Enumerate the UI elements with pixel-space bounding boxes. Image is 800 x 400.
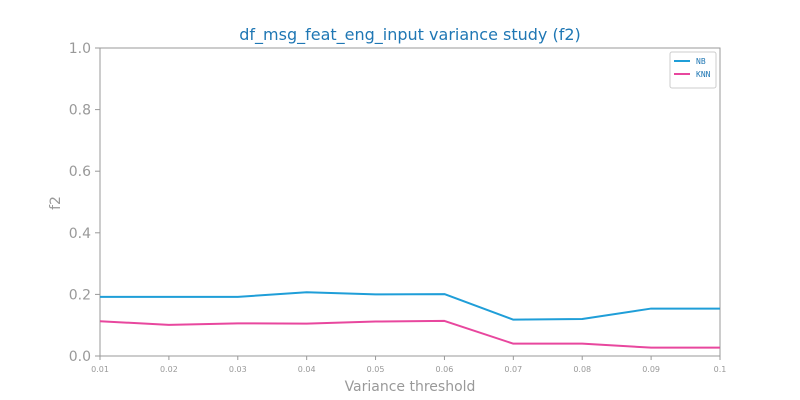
plot-frame (99, 47, 721, 357)
x-tick-label: 0.08 (573, 365, 591, 374)
y-tick-label: 0.6 (69, 164, 91, 180)
y-tick-label: 0.8 (69, 103, 91, 119)
legend: NB KNN (669, 51, 717, 89)
axes: 0.0 0.2 0.4 0.6 0.8 1.0 0.01 0.02 0.03 0.04 0.05 0.… (69, 41, 727, 374)
x-tick-label: 0.01 (91, 365, 109, 374)
x-tick-label: 0.05 (367, 365, 385, 374)
x-tick-label: 0.04 (298, 365, 316, 374)
y-tick-label: 0.4 (69, 226, 91, 242)
series-line-knn (99, 319, 720, 349)
y-tick-label: 0.2 (69, 287, 91, 303)
series-line-nb (100, 291, 720, 321)
x-tick-label: 0.1 (714, 365, 727, 374)
series-layer (99, 291, 720, 349)
y-axis-label: f2 (48, 196, 64, 210)
y-tick-label: 1.0 (69, 41, 91, 57)
x-tick-label: 0.02 (160, 365, 178, 374)
legend-label-knn: KNN (696, 70, 711, 79)
x-tick-label: 0.09 (642, 365, 660, 374)
x-axis-label: Variance threshold (345, 379, 476, 395)
x-tick-label: 0.06 (436, 365, 454, 374)
x-tick-label: 0.07 (504, 365, 522, 374)
y-tick-label: 0.0 (69, 349, 91, 365)
legend-label-nb: NB (696, 57, 706, 66)
chart-title: df_msg_feat_eng_input variance study (f2… (239, 25, 581, 45)
x-tick-label: 0.03 (229, 365, 247, 374)
